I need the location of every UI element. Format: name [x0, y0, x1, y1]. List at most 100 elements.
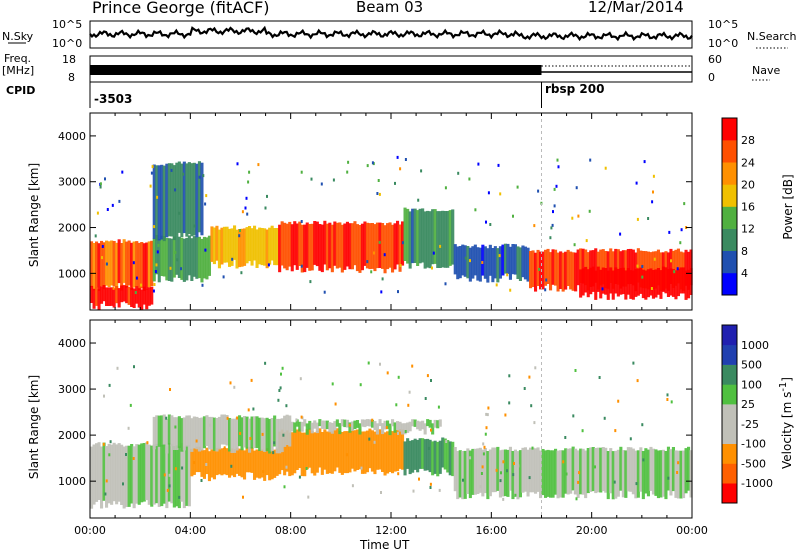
power-scatter-point [174, 250, 177, 254]
velocity-cell [536, 447, 540, 492]
velocity-cell [350, 428, 354, 469]
power-scatter-point [477, 162, 480, 166]
velocity-cell [248, 446, 252, 473]
velocity-cell [396, 430, 400, 472]
power-scatter-point [495, 283, 498, 287]
velocity-cell [408, 440, 412, 475]
velocity-scatter-point [174, 425, 177, 429]
velocity-cell [428, 439, 432, 473]
power-cell [566, 249, 570, 286]
velocity-cell [676, 450, 680, 499]
velocity-cell [604, 447, 608, 493]
velocity-scatter-point [195, 439, 198, 443]
power-cell [682, 267, 686, 294]
velocity-cell [503, 449, 507, 497]
power-scatter-point [377, 179, 380, 182]
power-cell [258, 227, 262, 265]
power-scatter-point [323, 290, 326, 294]
velocity-scatter-point [262, 470, 265, 473]
power-cell [375, 222, 379, 269]
power-scatter-point [619, 232, 622, 236]
velocity-cell [448, 441, 452, 476]
power-cell [182, 161, 186, 234]
velocity-cell [433, 440, 437, 474]
power-scatter-point [153, 225, 156, 229]
nave-label: Nave [752, 64, 781, 77]
velocity-scatter-point [598, 376, 601, 379]
velocity-scatter-point [508, 374, 511, 378]
velocity-cell [529, 447, 533, 493]
velocity-cell [433, 419, 437, 428]
velocity-scatter-point [300, 415, 303, 419]
velocity-cell [644, 448, 648, 494]
xtick-label: 00:00 [676, 524, 708, 537]
power-cell [541, 251, 545, 290]
power-scatter-point [401, 241, 404, 245]
velocity-cell [215, 448, 219, 476]
power-cell [511, 244, 515, 275]
velocity-cell [586, 448, 590, 494]
power-scatter-point [94, 234, 97, 238]
power-cell [386, 223, 390, 270]
velocity-cell [386, 431, 390, 474]
velocity-cell [323, 429, 327, 470]
velocity-cell [564, 448, 568, 494]
velocity-scatter-point [479, 485, 482, 489]
velocity-scatter-point [614, 429, 617, 433]
power-scatter-point [394, 181, 396, 185]
velocity-cell [233, 418, 237, 453]
power-cell [180, 237, 184, 280]
power-scatter-point [152, 289, 155, 293]
power-cell [207, 235, 211, 276]
power-cell [571, 252, 575, 291]
power-scatter-point [487, 191, 490, 195]
velocity-scatter-point [295, 418, 298, 422]
velocity-scatter-point [469, 456, 472, 460]
power-cell [102, 285, 106, 302]
colorbar-tick-velocity: -25 [741, 418, 759, 431]
power-cell [433, 209, 437, 264]
velocity-scatter-point [360, 466, 363, 470]
power-cell [641, 251, 645, 289]
velocity-cell [233, 449, 237, 478]
power-cell [478, 247, 482, 282]
power-scatter-point [106, 208, 109, 211]
power-cell [235, 229, 239, 269]
velocity-scatter-point [485, 412, 488, 416]
power-cell [539, 251, 543, 290]
power-cell [155, 165, 159, 241]
power-cell [112, 288, 116, 308]
power-cell [212, 227, 216, 265]
power-scatter-point [575, 186, 578, 190]
velocity-scatter-point [642, 458, 645, 462]
power-scatter-point [204, 202, 207, 206]
velocity-cell [240, 417, 244, 451]
velocity-cell [253, 450, 257, 480]
velocity-cell [601, 447, 605, 492]
power-cell [564, 251, 568, 290]
velocity-scatter-point [676, 471, 679, 474]
power-cell [343, 223, 347, 270]
power-cell [614, 267, 618, 294]
velocity-cell [591, 447, 595, 492]
velocity-cell [230, 448, 234, 476]
velocity-scatter-point [670, 400, 673, 404]
velocity-cell [328, 422, 332, 433]
power-scatter-point [121, 170, 124, 174]
colorbar-tick-power: 24 [741, 156, 755, 169]
power-scatter-point [550, 226, 553, 230]
velocity-cell [629, 447, 633, 492]
velocity-cell [348, 422, 352, 433]
velocity-scatter-point [504, 413, 507, 417]
velocity-cell [295, 419, 299, 427]
velocity-cell [330, 422, 334, 434]
velocity-cell [506, 449, 510, 497]
velocity-cell [145, 442, 149, 501]
velocity-scatter-point [534, 366, 537, 370]
cpid-segment-1: -3503 [94, 92, 133, 106]
velocity-cell [288, 432, 292, 477]
power-cell [498, 246, 502, 279]
velocity-scatter-point [345, 453, 348, 457]
velocity-cell [594, 448, 598, 494]
velocity-cell [508, 446, 512, 491]
